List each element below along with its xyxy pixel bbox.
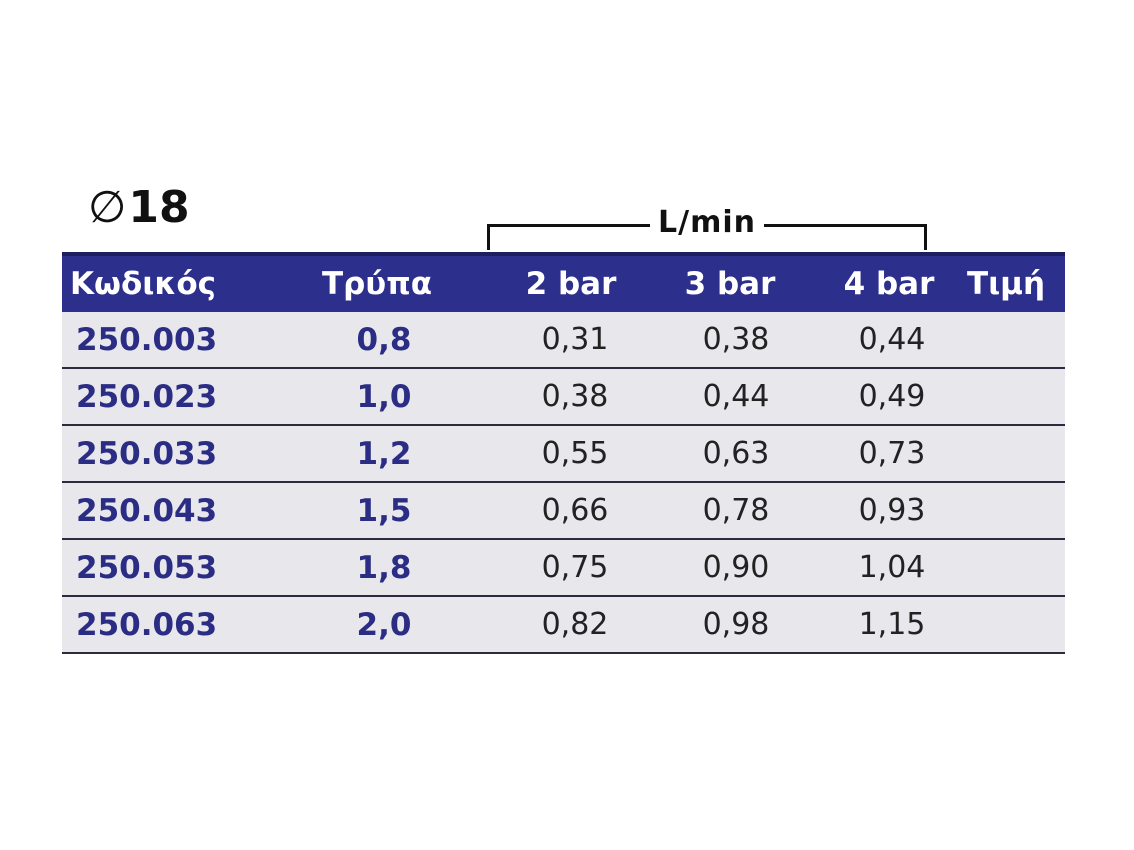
cell-hole: 0,8 — [356, 321, 412, 358]
cell-2bar: 0,38 — [541, 379, 609, 414]
cell-hole: 1,5 — [356, 492, 412, 529]
cell-4bar: 0,93 — [858, 493, 926, 528]
table-row: 250.033 1,2 0,55 0,63 0,73 — [62, 426, 1065, 483]
diameter-symbol: ∅ — [88, 182, 127, 233]
header-hole: Τρύπα — [321, 266, 433, 302]
cell-4bar: 0,44 — [858, 322, 926, 357]
cell-3bar: 0,90 — [702, 550, 770, 585]
cell-3bar: 0,98 — [702, 607, 770, 642]
cell-2bar: 0,82 — [541, 607, 609, 642]
header-2bar: 2 bar — [525, 266, 617, 302]
table-row: 250.003 0,8 0,31 0,38 0,44 — [62, 312, 1065, 369]
cell-2bar: 0,55 — [541, 436, 609, 471]
cell-code: 250.023 — [76, 378, 218, 415]
table-row: 250.063 2,0 0,82 0,98 1,15 — [62, 597, 1065, 654]
cell-hole: 1,0 — [356, 378, 412, 415]
cell-2bar: 0,31 — [541, 322, 609, 357]
cell-code: 250.063 — [76, 606, 218, 643]
cell-4bar: 1,15 — [858, 607, 926, 642]
header-4bar: 4 bar — [843, 266, 935, 302]
cell-price — [946, 483, 1062, 538]
cell-4bar: 1,04 — [858, 550, 926, 585]
cell-2bar: 0,66 — [541, 493, 609, 528]
cell-3bar: 0,44 — [702, 379, 770, 414]
table-row: 250.043 1,5 0,66 0,78 0,93 — [62, 483, 1065, 540]
table-row: 250.023 1,0 0,38 0,44 0,49 — [62, 369, 1065, 426]
spec-table: Κωδικός Τρύπα 2 bar 3 bar 4 bar Τιμή 250… — [62, 252, 1065, 654]
table-header: Κωδικός Τρύπα 2 bar 3 bar 4 bar Τιμή — [62, 252, 1065, 312]
table-row: 250.053 1,8 0,75 0,90 1,04 — [62, 540, 1065, 597]
cell-price — [946, 369, 1062, 424]
flow-unit-bracket: L/min — [487, 205, 927, 250]
header-price: Τιμή — [966, 266, 1046, 302]
header-3bar: 3 bar — [684, 266, 776, 302]
header-code: Κωδικός — [70, 266, 217, 302]
cell-hole: 1,8 — [356, 549, 412, 586]
cell-3bar: 0,38 — [702, 322, 770, 357]
cell-3bar: 0,63 — [702, 436, 770, 471]
diameter-label: ∅ 18 — [88, 186, 190, 230]
cell-code: 250.053 — [76, 549, 218, 586]
cell-code: 250.033 — [76, 435, 218, 472]
cell-3bar: 0,78 — [702, 493, 770, 528]
cell-4bar: 0,49 — [858, 379, 926, 414]
cell-code: 250.003 — [76, 321, 218, 358]
cell-price — [946, 312, 1062, 367]
cell-4bar: 0,73 — [858, 436, 926, 471]
cell-code: 250.043 — [76, 492, 218, 529]
cell-price — [946, 597, 1062, 652]
cell-hole: 2,0 — [356, 606, 412, 643]
cell-2bar: 0,75 — [541, 550, 609, 585]
flow-unit-label: L/min — [650, 205, 764, 240]
cell-price — [946, 540, 1062, 595]
cell-hole: 1,2 — [356, 435, 412, 472]
diameter-value: 18 — [128, 182, 190, 233]
cell-price — [946, 426, 1062, 481]
